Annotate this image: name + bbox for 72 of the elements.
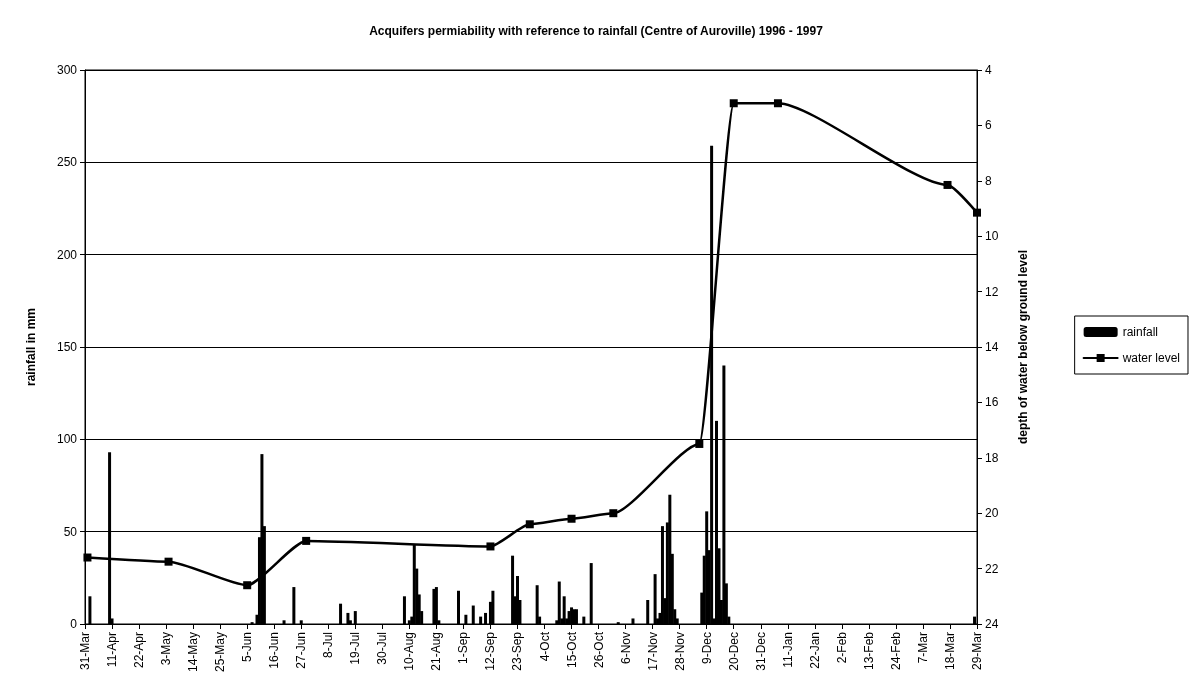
x-tick-label: 5-Jun <box>240 632 255 663</box>
point <box>943 180 952 189</box>
point <box>243 581 252 590</box>
y2-tick-label: 16 <box>985 395 999 410</box>
x-tick-label: 8-Jul <box>321 632 336 659</box>
y-axis-title: rainfall in mm <box>24 307 38 387</box>
x-tick-label: 16-Jun <box>267 632 282 669</box>
x-tick-label: 25-May <box>213 632 228 673</box>
x-tick-label: 2-Feb <box>834 631 849 664</box>
x-tick-label: 23-Sep <box>510 631 525 671</box>
y-tick-label: 150 <box>56 340 78 354</box>
x-tick-label: 11-Apr <box>105 632 120 668</box>
point <box>525 520 534 529</box>
x-tick-label: 19-Jul <box>348 632 363 665</box>
point <box>729 99 738 108</box>
x-tick-label: 31-Mar <box>78 632 92 671</box>
x-tick-label: 22-Jan <box>807 632 822 669</box>
y-tick-label: 200 <box>56 247 78 262</box>
legend-label: rainfall <box>1122 325 1158 339</box>
legend-label: water level <box>1121 351 1180 365</box>
x-tick-label: 10-Aug <box>402 632 417 671</box>
y2-tick-label: 18 <box>985 450 999 465</box>
point <box>695 439 704 448</box>
x-tick-label: 15-Oct <box>564 631 579 669</box>
point <box>567 514 576 523</box>
x-tick-label: 24-Feb <box>888 631 903 671</box>
x-tick-label: 1-Sep <box>456 631 471 665</box>
y-tick-label: 100 <box>56 432 78 447</box>
x-tick-label: 26-Oct <box>591 631 606 669</box>
x-tick-label: 31-Dec <box>753 632 768 671</box>
bar <box>557 581 561 624</box>
y2-axis-title: depth of water below ground level <box>1016 249 1030 445</box>
y-tick-label: 300 <box>56 63 78 77</box>
y-tick-label: 250 <box>56 155 78 170</box>
x-tick-label: 13-Feb <box>861 631 876 671</box>
x-tick-label: 18-Mar <box>942 632 957 671</box>
y2-tick-label: 10 <box>985 229 999 244</box>
y-tick-label: 0 <box>70 617 78 631</box>
point <box>973 208 981 217</box>
point <box>302 536 311 545</box>
y2-tick-label: 8 <box>985 173 992 188</box>
x-tick-label: 3-May <box>159 632 174 666</box>
x-tick-label: 20-Dec <box>726 632 741 671</box>
point <box>773 99 782 108</box>
x-tick-label: 27-Jun <box>294 632 309 669</box>
y2-tick-label: 22 <box>985 561 999 576</box>
x-tick-label: 30-Jul <box>375 632 390 665</box>
point <box>164 557 173 566</box>
x-tick-label: 6-Nov <box>618 632 633 665</box>
y2-tick-label: 24 <box>985 617 999 631</box>
x-tick-label: 22-Apr <box>132 632 147 669</box>
bar <box>562 596 566 624</box>
x-tick-label: 12-Sep <box>483 631 498 671</box>
x-tick-label: 17-Nov <box>645 632 660 671</box>
x-tick-label: 9-Dec <box>699 632 714 665</box>
x-tick-label: 28-Nov <box>672 632 687 671</box>
point <box>83 553 92 562</box>
y2-tick-label: 20 <box>985 506 999 521</box>
point <box>609 509 618 518</box>
x-tick-label: 21-Aug <box>429 632 444 671</box>
x-tick-label: 14-May <box>186 632 201 673</box>
x-tick-label: 11-Jan <box>780 632 795 668</box>
y-tick-label: 50 <box>63 524 78 539</box>
x-tick-label: 7-Mar <box>915 632 930 664</box>
y2-tick-label: 6 <box>985 118 992 133</box>
point <box>486 542 495 551</box>
x-tick-label: 4-Oct <box>537 631 552 662</box>
y2-tick-label: 14 <box>985 340 999 354</box>
y2-tick-label: 4 <box>985 63 992 77</box>
chart-title: Acquifers permiability with reference to rainfall (Centre of Auroville) 1996 - 1997 <box>369 24 824 38</box>
y2-tick-label: 12 <box>985 284 999 299</box>
x-tick-label: 29-Mar <box>970 632 984 671</box>
